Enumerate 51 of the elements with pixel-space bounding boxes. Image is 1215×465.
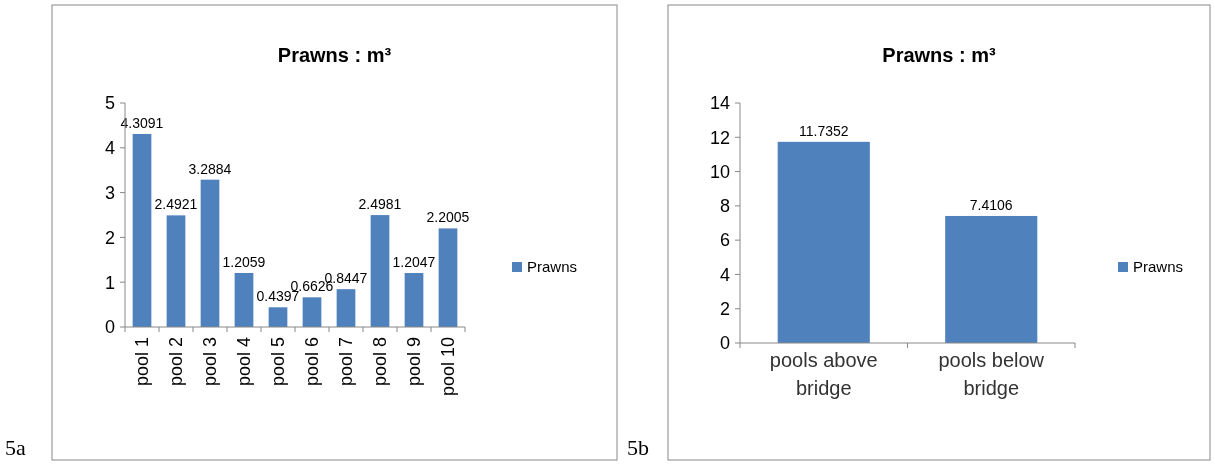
bar — [302, 297, 322, 327]
y-tick-label: 8 — [719, 196, 730, 217]
y-tick-label: 0 — [104, 317, 115, 338]
bar — [132, 133, 152, 327]
y-tick-label: 6 — [719, 230, 730, 251]
x-tick-label: pool 5 — [268, 337, 289, 387]
data-label: 2.2005 — [426, 209, 470, 226]
data-label: 4.3091 — [120, 114, 164, 131]
y-tick-label: 1 — [104, 272, 115, 293]
bar — [234, 272, 254, 327]
x-tick-label: pools below bridge — [938, 349, 1045, 399]
bar — [200, 179, 220, 327]
bar — [336, 289, 356, 327]
x-tick-label: pool 8 — [370, 337, 391, 387]
data-label: 11.7352 — [798, 122, 849, 139]
legend-label: Prawns — [527, 258, 578, 276]
x-tick-label: pool 10 — [438, 337, 459, 397]
y-tick-label: 3 — [104, 182, 115, 203]
data-label: 2.4921 — [154, 196, 198, 213]
legend-label: Prawns — [1133, 258, 1184, 276]
x-tick-label: pool 3 — [200, 337, 221, 387]
text: 5b — [627, 435, 649, 460]
data-label: 1.2047 — [392, 254, 436, 271]
y-tick-label: 4 — [719, 264, 730, 285]
data-label: 7.4106 — [969, 196, 1013, 213]
data-label: 3.2884 — [188, 160, 232, 177]
x-tick-label: pool 9 — [404, 337, 425, 387]
y-tick-label: 0 — [719, 333, 730, 354]
x-tick-label: pool 7 — [336, 337, 357, 387]
x-tick-label: pool 1 — [132, 337, 153, 387]
bar — [404, 273, 424, 327]
y-tick-label: 2 — [104, 227, 115, 248]
data-label: 1.2059 — [222, 253, 266, 270]
y-tick-label: 5 — [104, 93, 115, 114]
bar — [370, 215, 390, 327]
y-tick-label: 4 — [104, 138, 115, 159]
y-tick-label: 12 — [709, 127, 730, 148]
chart-title: Prawns : m³ — [277, 44, 392, 66]
y-tick-label: 10 — [709, 161, 730, 182]
x-tick-label: pools above bridge — [769, 349, 878, 399]
bar — [268, 307, 288, 327]
data-label: 2.4981 — [358, 196, 402, 213]
x-tick-label: pool 6 — [302, 337, 323, 387]
y-tick-label: 2 — [719, 299, 730, 320]
y-tick-label: 14 — [709, 93, 730, 114]
text: 5a — [5, 435, 26, 460]
x-tick-label: pool 2 — [166, 337, 187, 387]
bar — [166, 215, 186, 327]
x-tick-label: pool 4 — [234, 337, 255, 387]
bar — [438, 228, 458, 327]
chart-title: Prawns : m³ — [882, 44, 997, 66]
